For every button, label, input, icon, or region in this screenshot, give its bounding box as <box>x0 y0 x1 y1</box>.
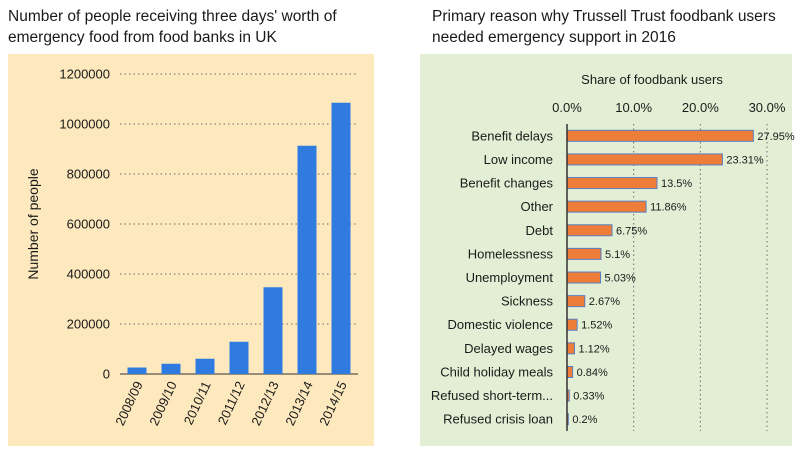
bar-sickness <box>566 295 586 308</box>
y-tick-label: 1000000 <box>59 117 110 132</box>
data-label: 2.67% <box>589 296 620 308</box>
y-tick-label: Refused short-term... <box>431 388 553 403</box>
left-chart-title-line-1: Number of people receiving three days' w… <box>8 8 337 25</box>
x-tick-label: 0.0% <box>552 100 582 115</box>
x-tick-label: 2009/10 <box>146 379 179 428</box>
x-tick-label: 30.0% <box>749 100 786 115</box>
data-label: 0.33% <box>573 391 604 403</box>
bar-unemployment <box>566 271 602 284</box>
bar-domestic-violence <box>566 318 578 331</box>
data-label: 0.84% <box>577 367 608 379</box>
data-label: 1.12% <box>578 343 609 355</box>
y-tick-label: 200000 <box>67 317 110 332</box>
y-tick-label: Debt <box>526 223 554 238</box>
bar-delayed-wages <box>566 342 575 355</box>
y-tick-label: 800000 <box>67 167 110 182</box>
left-chart-title-line-2: emergency food from food banks in UK <box>8 29 277 46</box>
x-axis-title: Share of foodbank users <box>581 72 723 87</box>
x-tick-label: 2010/11 <box>181 379 214 427</box>
data-label: 0.2% <box>572 414 597 426</box>
bar-benefit-changes <box>566 177 658 190</box>
x-tick-label: 2008/09 <box>112 379 145 428</box>
y-tick-label: Homelessness <box>468 246 554 261</box>
bar-homelessness <box>566 247 602 260</box>
bar-2010-11 <box>195 358 215 374</box>
bar-debt <box>566 224 613 237</box>
y-tick-label: Low income <box>484 152 553 167</box>
left-chart-panel: 0 200000 400000 600000 800000 1000000 1200000 2… <box>8 54 374 446</box>
right-bar-chart: Share of foodbank users 0.0% 10.0% 20.0% 30.… <box>431 72 795 431</box>
right-chart-title-line-1: Primary reason why Trussell Trust foodba… <box>432 8 776 25</box>
bar-2009-10 <box>161 363 181 374</box>
data-label: 11.86% <box>650 202 687 214</box>
y-tick-label: Domestic violence <box>448 317 554 332</box>
right-chart-panel: Share of foodbank users 0.0% 10.0% 20.0% 30.… <box>420 54 795 446</box>
bar-2011-12 <box>229 341 249 374</box>
bar-2014-15 <box>331 102 351 374</box>
data-label: 13.5% <box>661 178 692 190</box>
y-tick-label: Unemployment <box>466 270 554 285</box>
bar-low-income <box>566 153 723 166</box>
y-tick-label: 600000 <box>67 217 110 232</box>
y-tick-label: 0 <box>103 367 110 382</box>
x-tick-label: 2013/14 <box>282 379 315 428</box>
y-tick-label: 400000 <box>67 267 110 282</box>
bar-child-holiday-meals <box>566 365 574 378</box>
x-tick-label: 2012/13 <box>248 379 281 428</box>
y-tick-label: Delayed wages <box>464 341 553 356</box>
bar-2008-09 <box>127 367 147 374</box>
y-axis-title: Number of people <box>25 168 41 280</box>
left-bar-chart: 0 200000 400000 600000 800000 1000000 1200000 2… <box>25 67 358 428</box>
right-chart-title-line-2: needed emergency support in 2016 <box>432 29 676 46</box>
bar-benefit-delays <box>566 129 754 142</box>
x-tick-label: 2014/15 <box>316 379 349 428</box>
y-tick-label: Child holiday meals <box>440 364 553 379</box>
bar-2012-13 <box>263 287 283 374</box>
data-label: 1.52% <box>581 320 612 332</box>
y-tick-label: Refused crisis loan <box>443 412 553 427</box>
y-tick-label: 1200000 <box>59 67 110 82</box>
y-tick-label: Benefit changes <box>460 176 554 191</box>
right-chart-title: Primary reason why Trussell Trust foodba… <box>432 6 776 48</box>
bar-other <box>566 200 647 213</box>
data-label: 27.95% <box>757 131 795 143</box>
y-tick-label: Other <box>520 199 553 214</box>
x-tick-label: 10.0% <box>615 100 652 115</box>
bar-2013-14 <box>297 145 317 374</box>
left-chart-title: Number of people receiving three days' w… <box>8 6 337 48</box>
x-tick-label: 2011/12 <box>215 379 248 427</box>
data-label: 5.1% <box>605 249 630 261</box>
y-tick-label: Benefit delays <box>471 128 553 143</box>
data-label: 5.03% <box>605 273 636 285</box>
data-label: 6.75% <box>616 225 647 237</box>
x-tick-label: 20.0% <box>682 100 719 115</box>
y-tick-label: Sickness <box>501 294 554 309</box>
data-label: 23.31% <box>726 154 764 166</box>
